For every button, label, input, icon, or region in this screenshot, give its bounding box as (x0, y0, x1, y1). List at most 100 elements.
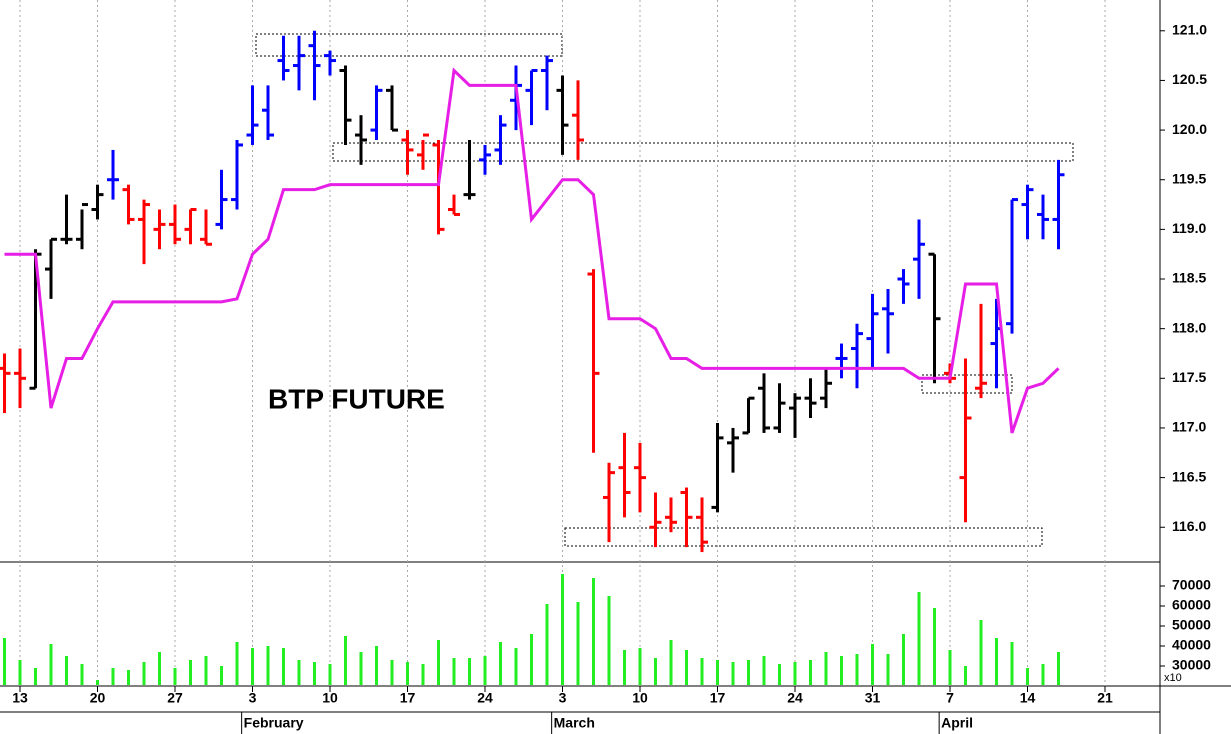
volume-bar (561, 574, 564, 685)
volume-bar (297, 660, 301, 685)
x-tick-label: 17 (400, 690, 416, 706)
volume-bar (545, 604, 549, 685)
volume-bar (716, 660, 719, 685)
volume-bar (483, 656, 487, 685)
volume-bar (499, 642, 502, 685)
volume-bar (173, 668, 177, 685)
volume-bar (530, 634, 533, 685)
volume-bar (421, 664, 425, 685)
month-label: February (244, 715, 304, 731)
x-tick-label: 14 (1020, 690, 1036, 706)
x-tick-label: 7 (946, 690, 954, 706)
x-tick-label: 24 (787, 690, 803, 706)
x-tick-label: 31 (865, 690, 881, 706)
volume-bar (3, 638, 6, 685)
volume-bar (49, 644, 53, 685)
volume-bar (1041, 664, 1045, 685)
volume-bar (96, 680, 99, 685)
volume-bar (344, 636, 347, 685)
volume-bar (266, 646, 270, 685)
x-tick-label: 24 (477, 690, 493, 706)
volume-bar (158, 652, 161, 685)
volume-bar (65, 656, 68, 685)
volume-bar (964, 666, 967, 685)
volume-bar (995, 638, 998, 685)
volume-bar (576, 602, 580, 685)
y-tick-label: 117.5 (1172, 369, 1206, 385)
volume-bar (886, 654, 890, 685)
y-tick-label: 70000 (1172, 577, 1211, 593)
volume-bar (251, 648, 254, 685)
x-tick-label: 10 (632, 690, 648, 706)
month-label: April (941, 715, 973, 731)
volume-bar (747, 660, 750, 685)
multiplier-label: x10 (1164, 672, 1182, 684)
volume-bar (282, 648, 285, 685)
month-label: March (554, 715, 595, 731)
volume-bar (793, 662, 797, 685)
x-tick-label: 3 (249, 690, 257, 706)
annotation-box (564, 527, 1043, 547)
y-tick-label: 30000 (1172, 657, 1211, 673)
volume-bar (824, 652, 828, 685)
y-tick-label: 117.0 (1172, 419, 1206, 435)
volume-bar (809, 660, 812, 685)
y-tick-label: 121.0 (1172, 21, 1207, 37)
volume-bar (328, 664, 332, 685)
volume-bar (623, 650, 626, 685)
y-tick-label: 50000 (1172, 617, 1211, 633)
volume-bar (452, 658, 456, 685)
x-tick-label: 10 (322, 690, 338, 706)
volume-bar (731, 662, 735, 685)
x-tick-label: 3 (559, 690, 567, 706)
x-tick-label: 20 (90, 690, 106, 706)
volume-bar (638, 648, 642, 685)
volume-bar (979, 620, 983, 685)
x-tick-label: 13 (12, 690, 28, 706)
volume-bar (778, 664, 781, 685)
volume-bar (871, 644, 874, 685)
y-tick-label: 60000 (1172, 597, 1211, 613)
y-tick-label: 40000 (1172, 637, 1211, 653)
volume-bar (359, 652, 363, 685)
y-tick-label: 119.0 (1172, 220, 1206, 236)
volume-bar (111, 668, 115, 685)
volume-bar (855, 654, 859, 685)
volume-bar (127, 670, 130, 685)
volume-bar (700, 658, 704, 685)
volume-bar (654, 658, 657, 685)
x-tick-label: 17 (710, 690, 726, 706)
overlay-line (4, 67, 1060, 434)
volume-bar (1026, 668, 1029, 685)
volume-bar (917, 592, 921, 685)
volume-bar (204, 656, 208, 685)
volume-bar (1057, 652, 1060, 685)
volume-bar (375, 646, 378, 685)
volume-bar (220, 666, 223, 685)
volume-bar (313, 662, 316, 685)
volume-bar (189, 660, 192, 685)
volume-bar (406, 662, 409, 685)
chart-title: BTP FUTURE (268, 383, 445, 414)
volume-bar (933, 608, 936, 685)
y-tick-label: 116.0 (1172, 518, 1206, 534)
volume-bar (390, 660, 394, 685)
y-tick-label: 120.0 (1172, 121, 1207, 137)
volume-bar (142, 662, 146, 685)
x-tick-label: 21 (1097, 690, 1113, 706)
volume-bar (607, 596, 611, 685)
volume-bar (437, 640, 440, 685)
y-tick-label: 118.5 (1172, 270, 1206, 286)
volume-bar (840, 656, 843, 685)
volume-bar (514, 648, 518, 685)
volume-bar (80, 664, 84, 685)
volume-bar (235, 642, 239, 685)
volume-bar (685, 650, 688, 685)
volume-bar (592, 578, 595, 685)
y-tick-label: 120.5 (1172, 71, 1207, 87)
volume-bar (669, 640, 673, 685)
volume-bar (18, 660, 22, 685)
